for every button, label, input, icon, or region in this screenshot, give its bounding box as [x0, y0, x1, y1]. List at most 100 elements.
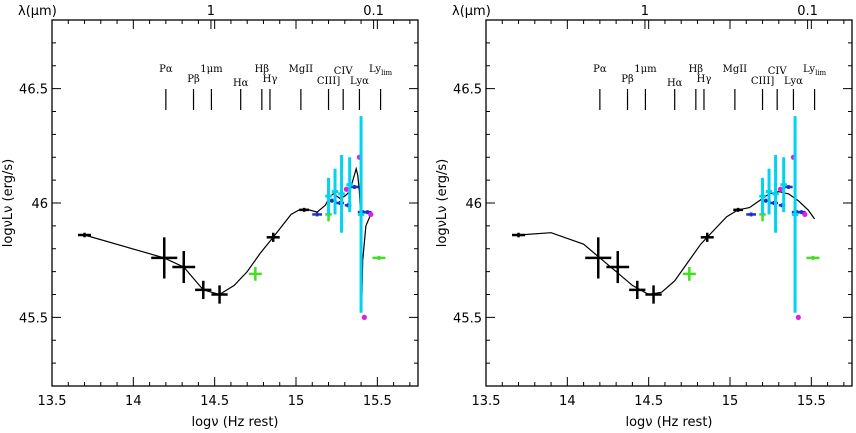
emission-line-name: CIV — [334, 66, 354, 77]
emission-line-label: Pα — [159, 64, 173, 75]
right-panel: 13.5 14 14.5 15 15.5 45.5 46 46.5 λ(μm) 1 0.1 logν … — [435, 4, 853, 430]
emission-line-name: Hβ — [255, 64, 270, 75]
y-tick-label: 46 — [31, 197, 48, 212]
emission-line-label: MgII — [723, 64, 748, 75]
data-point — [795, 314, 801, 320]
data-point — [338, 154, 345, 233]
data-point — [343, 186, 350, 192]
emission-line-name: Pβ — [187, 74, 200, 85]
data-point — [733, 207, 744, 212]
x-tick-label: 14.5 — [634, 394, 663, 409]
emission-line-label: CIII] — [317, 76, 341, 87]
emission-line-label: CIII] — [751, 76, 775, 87]
y-axis-label: logνLν (erg/s) — [435, 159, 450, 247]
emission-line-name: Ly — [803, 64, 815, 75]
x-tick-label: 15 — [722, 394, 739, 409]
data-point — [248, 267, 262, 281]
data-point — [172, 251, 196, 284]
emission-line-label: Hγ — [263, 74, 278, 85]
y-tick-label: 45.5 — [453, 311, 482, 326]
y-tick-label: 46.5 — [19, 83, 48, 98]
data-point — [331, 168, 339, 215]
top-tick-label: 1 — [641, 4, 649, 19]
data-point — [700, 232, 714, 242]
emission-line-name: 1μm — [634, 64, 657, 75]
x-tick-label: 14 — [125, 394, 142, 409]
emission-line-label: Hβ — [255, 64, 270, 75]
plot-frame — [51, 19, 419, 387]
point-marker — [368, 211, 374, 218]
x-tick-label: 14.5 — [200, 394, 229, 409]
emission-line-label: Lyα — [784, 76, 803, 87]
data-point — [195, 280, 212, 300]
plot-frame — [485, 19, 853, 387]
data-point — [368, 211, 374, 218]
point-marker — [777, 186, 784, 192]
data-point — [350, 184, 359, 189]
x-axis-label: logν (Hz rest) — [191, 415, 278, 430]
point-marker — [361, 314, 367, 320]
data-point — [780, 157, 787, 213]
emission-line-name: MgII — [289, 64, 314, 75]
data-point — [312, 212, 323, 217]
top-tick-label: 0.1 — [797, 4, 818, 19]
data-point — [361, 314, 367, 320]
data-point — [325, 177, 332, 215]
emission-line-label: Lylim — [369, 64, 393, 77]
emission-line-label: Pβ — [621, 74, 634, 85]
emission-line-label: 1μm — [200, 64, 223, 75]
left-panel: 13.5 14 14.5 15 15.5 45.5 46 46.5 λ(μm) 1 0.1 logν … — [1, 4, 419, 430]
emission-line-name: Lyα — [784, 76, 803, 87]
data-point — [151, 237, 178, 279]
emission-line-name: Ly — [369, 64, 381, 75]
data-point — [629, 280, 646, 300]
emission-line-name: Pβ — [621, 74, 634, 85]
data-point — [78, 232, 92, 238]
data-point — [806, 255, 820, 260]
data-point — [211, 285, 228, 304]
emission-line-label: CIV — [334, 66, 354, 77]
emission-line-label: CIV — [768, 66, 788, 77]
data-point — [682, 267, 696, 281]
top-tick-label: 1 — [207, 4, 215, 19]
x-tick-label: 15.5 — [797, 394, 826, 409]
emission-line-name: Hγ — [263, 74, 278, 85]
emission-line-name: Pα — [593, 64, 607, 75]
emission-line-name: Hβ — [689, 64, 704, 75]
data-point — [512, 232, 526, 238]
data-point — [606, 251, 630, 284]
data-point — [777, 186, 784, 192]
emission-line-subscript: lim — [381, 69, 392, 77]
emission-line-label: Hγ — [697, 74, 712, 85]
data-point — [791, 116, 799, 313]
emission-line-name: CIV — [768, 66, 788, 77]
emission-line-label: MgII — [289, 64, 314, 75]
emission-line-label: Hα — [667, 78, 683, 89]
y-tick-label: 45.5 — [19, 311, 48, 326]
point-marker — [343, 186, 350, 192]
x-axis-label: logν (Hz rest) — [625, 415, 712, 430]
data-point — [759, 177, 766, 215]
emission-line-label: Lylim — [803, 64, 827, 77]
emission-line-name: Pα — [159, 64, 173, 75]
data-point — [802, 211, 808, 218]
x-tick-label: 14 — [559, 394, 576, 409]
emission-line-name: Lyα — [350, 76, 369, 87]
emission-line-label: 1μm — [634, 64, 657, 75]
emission-line-name: CIII] — [751, 76, 775, 87]
emission-line-name: Hγ — [697, 74, 712, 85]
x-tick-label: 13.5 — [38, 394, 67, 409]
data-point — [299, 207, 310, 212]
x-tick-label: 13.5 — [472, 394, 501, 409]
data-point — [772, 154, 779, 233]
data-point — [765, 168, 773, 215]
data-point — [784, 184, 793, 189]
data-point — [266, 232, 280, 242]
data-point — [357, 116, 365, 313]
emission-line-name: 1μm — [200, 64, 223, 75]
data-point — [746, 212, 757, 217]
emission-line-name: Hα — [667, 78, 683, 89]
x-tick-label: 15.5 — [363, 394, 392, 409]
y-tick-label: 46 — [465, 197, 482, 212]
